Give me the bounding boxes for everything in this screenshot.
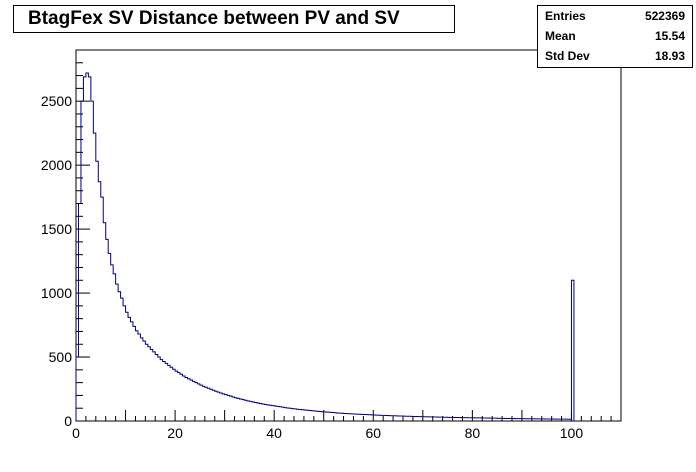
x-tick-label: 20: [167, 425, 183, 441]
stats-mean-label: Mean: [545, 29, 576, 43]
plot-frame: [75, 49, 622, 422]
x-tick-label: 40: [266, 425, 282, 441]
y-tick-label: 2000: [41, 157, 72, 173]
stats-stddev-label: Std Dev: [545, 49, 590, 63]
y-tick-label: 1000: [41, 285, 72, 301]
x-axis-tick-labels: 0 20 40 60 80 100: [72, 425, 583, 441]
stats-row-stddev: Std Dev 18.93: [538, 47, 692, 66]
axis-ticks: [75, 49, 622, 422]
x-tick-label: 100: [560, 425, 584, 441]
stats-entries-value: 522369: [644, 9, 685, 23]
stats-entries-label: Entries: [545, 9, 586, 23]
histogram-series-line: [75, 72, 575, 421]
x-tick-label: 0: [72, 425, 80, 441]
stats-row-mean: Mean 15.54: [538, 27, 692, 46]
stats-box: Entries 522369 Mean 15.54 Std Dev 18.93: [537, 5, 693, 68]
stats-row-entries: Entries 522369: [538, 7, 692, 26]
x-tick-label: 80: [465, 425, 481, 441]
y-tick-label: 0: [64, 413, 72, 429]
stats-stddev-value: 18.93: [654, 49, 685, 63]
y-tick-label: 2500: [41, 93, 72, 109]
y-axis-tick-labels: 0 500 1000 1500 2000 2500: [41, 93, 72, 429]
y-tick-label: 1500: [41, 221, 72, 237]
chart-title: BtagFex SV Distance between PV and SV: [13, 5, 455, 33]
stats-mean-value: 15.54: [654, 29, 685, 43]
x-tick-label: 60: [365, 425, 381, 441]
y-tick-label: 500: [49, 349, 73, 365]
